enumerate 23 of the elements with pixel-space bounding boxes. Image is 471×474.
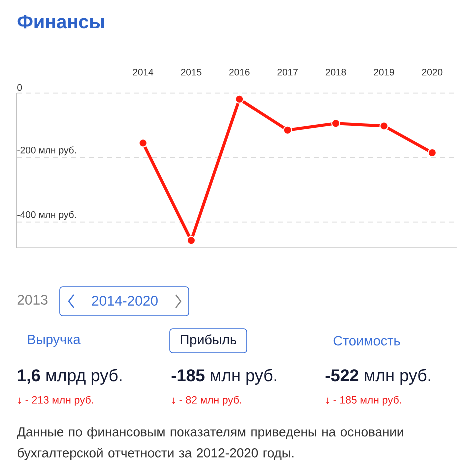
text: Выручка: [28, 334, 81, 348]
y-tick-label: -200 млн руб.: [18, 146, 76, 156]
x-tick-label: 2015: [181, 69, 202, 76]
text: 2013: [18, 295, 48, 305]
text: Прибыль: [181, 334, 236, 348]
text: Стоимость: [334, 336, 400, 346]
text: ↓ - 82 млн руб.: [172, 396, 242, 406]
x-tick-label: 2019: [374, 69, 394, 76]
x-tick-label: 2014: [133, 69, 154, 76]
text: Данные по финансовым показателям приведены на основании бухгалтерской отчетности за 2012-2020 годы.: [17, 427, 404, 460]
x-tick-label: 2018: [326, 69, 346, 76]
x-tick-label: 2017: [278, 69, 298, 76]
x-tick-label: 2016: [230, 69, 250, 76]
y-tick-label: 0: [18, 84, 22, 92]
text: ↓ - 185 млн руб.: [326, 396, 402, 406]
text: 1,6 млрд руб.: [18, 368, 122, 385]
y-tick-label: -400 млн руб.: [18, 211, 76, 220]
text: -522 млн руб.: [326, 368, 430, 385]
text: -185 млн руб.: [172, 368, 277, 385]
chart-title: Финансы: [18, 15, 104, 29]
text: ↓ - 213 млн руб.: [18, 396, 94, 406]
text: 2014-2020: [92, 296, 158, 306]
x-tick-label: 2020: [422, 69, 443, 76]
